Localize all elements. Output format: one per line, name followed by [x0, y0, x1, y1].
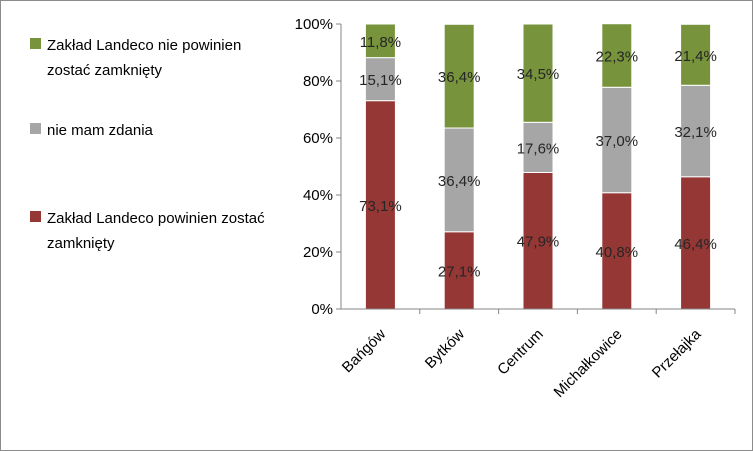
- legend-swatch-closed: [30, 211, 41, 222]
- bar-segment: [601, 23, 633, 88]
- data-label: 27,1%: [438, 263, 481, 280]
- bar-segment: [522, 121, 554, 173]
- data-label: 21,4%: [674, 48, 717, 65]
- bar-segment: [522, 23, 554, 123]
- data-label: 15,1%: [359, 72, 402, 89]
- y-tick-label: 80%: [303, 73, 333, 90]
- data-label: 22,3%: [596, 48, 639, 65]
- bar-segment: [364, 100, 396, 310]
- x-tick-label: Przełajka: [649, 325, 705, 381]
- bar-segment: [443, 23, 475, 129]
- legend-item-closed: Zakład Landeco powinien zostać zamknięty: [30, 206, 287, 256]
- legend-item-not-closed: Zakład Landeco nie powinien zostać zamkn…: [30, 33, 287, 83]
- legend-label-no-opinion: nie mam zdania: [47, 122, 153, 139]
- y-tick-label: 0%: [311, 301, 333, 318]
- data-label: 47,9%: [517, 234, 560, 251]
- data-label: 40,8%: [596, 244, 639, 261]
- data-label: 73,1%: [359, 198, 402, 215]
- x-tick-label: Centrum: [494, 326, 547, 379]
- bar-segment: [680, 84, 712, 178]
- bar-segment: [522, 171, 554, 310]
- legend-swatch-no-opinion: [30, 123, 41, 134]
- data-label: 36,4%: [438, 173, 481, 190]
- y-tick-label: 40%: [303, 187, 333, 204]
- bar-segment: [601, 86, 633, 194]
- data-label: 36,4%: [438, 69, 481, 86]
- bar-segment: [680, 23, 712, 86]
- data-label: 17,6%: [517, 140, 560, 157]
- legend-swatch-not-closed: [30, 38, 41, 49]
- data-label: 46,4%: [674, 236, 717, 253]
- data-label: 32,1%: [674, 124, 717, 141]
- legend-label-not-closed: Zakład Landeco nie powinien zostać zamkn…: [47, 37, 242, 79]
- bar-segment: [443, 127, 475, 233]
- x-tick-label: Michałkowice: [551, 326, 626, 401]
- bar-segment: [364, 57, 396, 102]
- x-tick-label: Bytków: [422, 326, 468, 372]
- legend-item-no-opinion: nie mam zdania: [30, 118, 287, 143]
- y-tick-label: 60%: [303, 130, 333, 147]
- bar-segment: [680, 176, 712, 310]
- data-label: 11,8%: [360, 34, 401, 51]
- legend-label-closed: Zakład Landeco powinien zostać zamknięty: [47, 210, 265, 252]
- bar-segment: [364, 23, 396, 59]
- y-tick-label: 100%: [295, 16, 333, 33]
- legend: Zakład Landeco nie powinien zostać zamkn…: [10, 0, 300, 451]
- y-tick-label: 20%: [303, 244, 333, 261]
- data-label: 37,0%: [596, 133, 639, 150]
- data-label: 34,5%: [517, 66, 560, 83]
- bar-segment: [601, 192, 633, 310]
- x-tick-label: Bańgów: [339, 326, 389, 376]
